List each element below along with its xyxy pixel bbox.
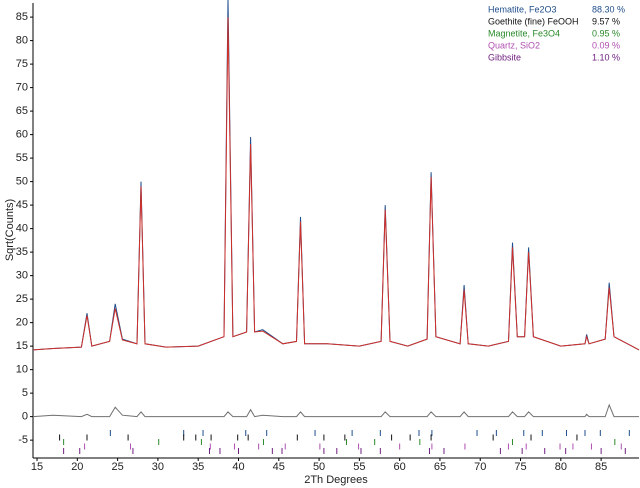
x-axis-title: 2Th Degrees bbox=[304, 474, 368, 486]
y-tick-label: 80 bbox=[16, 35, 28, 47]
y-tick-label: 65 bbox=[16, 105, 28, 117]
y-tick-label: 25 bbox=[16, 293, 28, 305]
x-tick-label: 20 bbox=[71, 461, 83, 473]
x-tick-label: 75 bbox=[514, 461, 526, 473]
x-tick-label: 80 bbox=[555, 461, 567, 473]
y-tick-label: 30 bbox=[16, 270, 28, 282]
y-tick-label: 55 bbox=[16, 152, 28, 164]
y-axis-title: Sqrt(Counts) bbox=[4, 199, 16, 261]
series-line bbox=[32, 403, 639, 418]
y-tick-label: 20 bbox=[16, 317, 28, 329]
series-line bbox=[32, 0, 640, 351]
legend-name: Goethite (fine) FeOOH bbox=[488, 16, 579, 26]
legend-amount: 88.30 % bbox=[592, 4, 625, 14]
x-tick-label: 50 bbox=[313, 461, 325, 473]
x-tick-label: 45 bbox=[273, 461, 285, 473]
legend-name: Magnetite, Fe3O4 bbox=[488, 28, 560, 38]
x-tick-label: 35 bbox=[192, 461, 204, 473]
y-tick-label: 35 bbox=[16, 246, 28, 258]
legend-name: Gibbsite bbox=[488, 52, 521, 62]
x-tick-label: 70 bbox=[474, 461, 486, 473]
y-tick-label: 15 bbox=[16, 340, 28, 352]
x-tick-label: 40 bbox=[232, 461, 244, 473]
legend-amount: 0.95 % bbox=[592, 28, 620, 38]
y-tick-label: 85 bbox=[16, 11, 28, 23]
x-tick-label: 85 bbox=[595, 461, 607, 473]
x-tick-label: 55 bbox=[353, 461, 365, 473]
legend-amount: 9.57 % bbox=[592, 16, 620, 26]
y-tick-label: -5 bbox=[18, 434, 28, 446]
y-tick-label: 50 bbox=[16, 176, 28, 188]
legend-name: Hematite, Fe2O3 bbox=[488, 4, 557, 14]
y-tick-label: 70 bbox=[16, 82, 28, 94]
x-tick-label: 25 bbox=[111, 461, 123, 473]
legend-amount: 1.10 % bbox=[592, 52, 620, 62]
y-tick-label: 45 bbox=[16, 199, 28, 211]
y-tick-label: 60 bbox=[16, 129, 28, 141]
series-line bbox=[32, 17, 640, 351]
x-tick-label: 65 bbox=[434, 461, 446, 473]
y-tick-label: 75 bbox=[16, 58, 28, 70]
legend-amount: 0.09 % bbox=[592, 40, 620, 50]
x-tick-label: 60 bbox=[394, 461, 406, 473]
y-tick-label: 40 bbox=[16, 223, 28, 235]
y-tick-label: 10 bbox=[16, 364, 28, 376]
y-tick-label: 5 bbox=[22, 387, 28, 399]
legend-name: Quartz, SiO2 bbox=[488, 40, 540, 50]
y-tick-label: 0 bbox=[22, 411, 28, 423]
x-tick-label: 30 bbox=[152, 461, 164, 473]
x-tick-label: 15 bbox=[31, 461, 43, 473]
